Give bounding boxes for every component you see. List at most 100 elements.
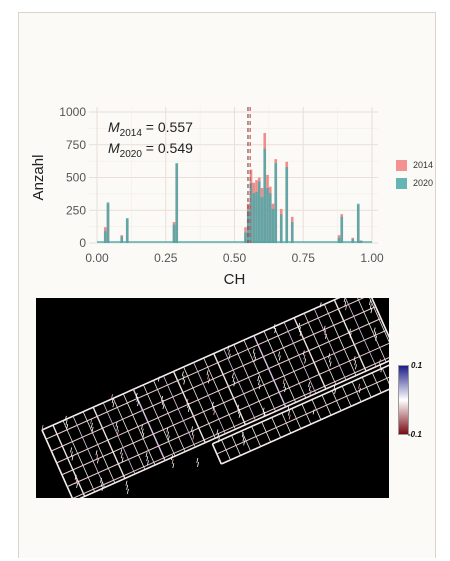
x-tick-label: 0.25 (154, 251, 178, 265)
histogram-bar-2020 (337, 237, 341, 243)
wireframe-line (284, 387, 287, 393)
wireframe-line (228, 353, 231, 359)
wireframe-line (233, 344, 266, 417)
wireframe-line (278, 355, 281, 361)
histogram-bar-2020 (271, 208, 275, 243)
wireframe-line (358, 383, 361, 389)
wireframe-line (116, 425, 119, 431)
wireframe-line (41, 429, 75, 498)
wireframe-line (309, 390, 312, 396)
wireframe-line (161, 399, 164, 406)
wireframe-line (355, 364, 357, 370)
wireframe-line (90, 418, 93, 424)
wireframe-line (96, 454, 99, 460)
y-tick-label: 250 (66, 203, 86, 217)
wireframe-line (228, 349, 230, 355)
wireframe-line (135, 392, 138, 399)
wireframe-line (273, 323, 276, 330)
wireframe-line (312, 409, 315, 415)
wireframe-line (167, 431, 170, 437)
wireframe-line (373, 327, 376, 333)
histogram-bar-2020 (255, 191, 258, 243)
wireframe-line (67, 341, 389, 488)
wireframe-line (187, 406, 190, 413)
y-tick-label: 1000 (59, 105, 86, 119)
wireframe-line (253, 335, 287, 408)
wireframe-line (111, 398, 114, 404)
wireframe-line (232, 377, 235, 383)
wireframe-line (145, 452, 148, 458)
wireframe-line (328, 357, 331, 363)
wireframe-line (358, 387, 361, 393)
histogram-bar-2020 (244, 232, 247, 243)
wireframe-line (72, 353, 389, 498)
wireframe-line (298, 322, 301, 328)
x-tick-label: 0.75 (292, 251, 316, 265)
wireframe-line (365, 298, 389, 358)
wireframe-line (325, 333, 327, 339)
histogram-bar-2020 (285, 167, 289, 243)
histogram-bar-2020 (356, 203, 360, 243)
wireframe-line (64, 415, 67, 421)
wireframe-line (243, 440, 246, 446)
wireframe-line (238, 412, 241, 418)
wireframe-line (221, 371, 389, 465)
wireframe-line (348, 328, 351, 334)
histogram-bar-2020 (106, 202, 110, 243)
wireframe-line (112, 402, 115, 408)
wireframe-line (212, 405, 215, 411)
wireframe-line (328, 353, 331, 359)
wireframe-line (76, 482, 79, 489)
wireframe-line (274, 328, 277, 334)
wireframe-line (62, 420, 96, 493)
wireframe-line (191, 426, 193, 432)
wireframe-line (52, 424, 86, 497)
wireframe-line (112, 398, 146, 470)
wireframe-line (283, 383, 286, 389)
wireframe-line (380, 367, 383, 373)
wireframe-line (143, 384, 176, 457)
y-axis-title: Anzahl (30, 155, 47, 201)
wireframe-line (162, 404, 165, 410)
wireframe-line (254, 356, 257, 362)
wireframe-line (102, 402, 136, 475)
wireframe-line (354, 360, 357, 366)
wireframe-line (126, 484, 129, 490)
wireframe-line (364, 298, 389, 358)
wireframe-line (193, 362, 226, 434)
legend-item-2020: 2020 (396, 174, 433, 192)
wireframe-line (157, 376, 160, 382)
wireframe-line (121, 457, 124, 463)
wireframe-line (196, 457, 199, 463)
wireframe-line (207, 378, 210, 384)
wireframe-line (122, 393, 156, 466)
wireframe-line (211, 401, 214, 407)
wireframe-line (141, 428, 144, 434)
wireframe-line (278, 351, 281, 357)
wireframe-line (308, 385, 311, 392)
wireframe-line (100, 477, 103, 483)
wireframe-line (101, 485, 104, 491)
wireframe-line (217, 437, 220, 443)
histogram-bar-2020 (103, 231, 107, 243)
wireframe-line (227, 345, 230, 351)
wireframe-line (303, 313, 337, 385)
wireframe-line (167, 435, 170, 441)
wireframe-line (45, 298, 371, 440)
legend-key-2014 (396, 159, 407, 171)
wireframe-line (73, 356, 389, 498)
wireframe-line (66, 423, 69, 429)
histogram-bar-2020 (120, 236, 124, 243)
wireframe-line (96, 458, 99, 464)
wireframe-line (298, 326, 301, 332)
wireframe-line (287, 406, 290, 412)
wireframe-line (100, 481, 103, 487)
mean-annotation: M2020 = 0.549 (108, 140, 193, 160)
wireframe-line (166, 427, 169, 433)
wireframe-line (299, 330, 302, 337)
wireframe-line (41, 298, 367, 431)
wireframe-line (237, 404, 240, 410)
wireframe-line (302, 350, 305, 356)
wireframe-line (163, 375, 196, 448)
x-tick-label: 0.50 (223, 251, 247, 265)
